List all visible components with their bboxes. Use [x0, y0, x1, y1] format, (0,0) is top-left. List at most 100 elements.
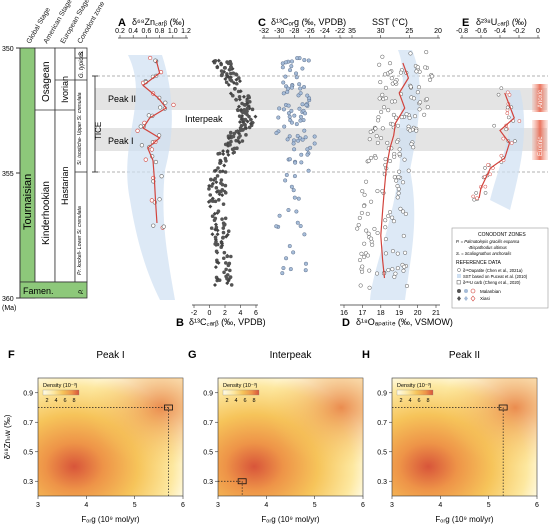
panel-d-point — [387, 159, 393, 164]
panel-c-point — [282, 124, 287, 129]
panel-b-point — [246, 94, 251, 98]
panel-d-point — [395, 266, 400, 271]
panel-d-point — [403, 250, 408, 255]
panel-b-point — [217, 151, 222, 156]
panel-b-point — [234, 73, 239, 77]
panel-c-tick-label: -30 — [274, 28, 284, 35]
panel-d-tick-label: 19 — [395, 310, 403, 317]
panel-d-point — [427, 77, 433, 82]
panel-a-tick-label: 0.8 — [155, 28, 165, 35]
panel-d-point — [408, 51, 413, 56]
panel-b-point — [225, 273, 230, 277]
panel-d-point — [390, 249, 395, 254]
legend-ref-2: SST based on Puceat et al. (2010) — [463, 274, 528, 279]
panel-d-point — [373, 155, 378, 160]
panel-b-point — [208, 198, 213, 203]
panel-d-point — [407, 115, 412, 120]
panel-c-point — [294, 122, 299, 127]
panel-d-point — [383, 85, 388, 90]
panel-c-point — [298, 224, 303, 229]
panel-b-point — [214, 189, 219, 194]
panel-d-tick-label: 16 — [340, 310, 348, 317]
density-x-tick: 4 — [84, 502, 88, 509]
annotation-interpeak: Interpeak — [185, 114, 223, 124]
panel-d-point — [392, 99, 397, 104]
panel-e-point — [474, 191, 479, 195]
panel-d-point — [416, 85, 422, 90]
density-y-tick: 0.7 — [203, 420, 213, 427]
panel-d-point — [395, 195, 400, 200]
legend-site-marker-1a — [457, 289, 461, 293]
panel-d-point — [401, 268, 406, 273]
panel-c-point — [289, 184, 294, 189]
density-y-tick: 0.5 — [377, 449, 387, 456]
panel-b-point — [230, 93, 235, 98]
panel-b-point — [239, 107, 244, 112]
panel-c-point — [286, 111, 291, 116]
panel-d-point — [395, 139, 400, 144]
panel-c-point — [281, 107, 286, 112]
panel-sst-title: SST (°C) — [372, 17, 408, 27]
age-axis: 350 355 360 (Ma) — [2, 46, 21, 312]
panel-b-point — [226, 61, 231, 66]
density-marker — [498, 404, 508, 411]
panel-c-point — [298, 86, 303, 91]
density-legend-tick: 2 — [45, 398, 48, 404]
panel-b-point — [243, 117, 248, 122]
panel-c-point — [287, 157, 292, 162]
panel-e-point — [483, 184, 488, 189]
panel-d-point — [375, 140, 380, 145]
panel-a-point — [139, 143, 144, 148]
panel-c-point — [300, 102, 305, 107]
panel-b-point — [207, 187, 211, 191]
density-x-tick: 6 — [535, 502, 539, 509]
annotation-anoxic: Anoxic — [538, 90, 544, 108]
panel-d-point — [375, 230, 380, 236]
panel-d-tick-label: 21 — [432, 310, 440, 317]
panel-sst-ticks: 35 30 25 20 — [348, 28, 442, 38]
panel-d-point — [390, 215, 395, 220]
density-x-tick: 5 — [133, 502, 137, 509]
panel-e-point — [488, 172, 492, 177]
panel-d-point — [383, 96, 388, 101]
stage-ivorian: Ivorian — [60, 76, 70, 103]
panel-d-point — [382, 72, 388, 77]
panel-e-point — [499, 153, 504, 158]
panel-b-point — [237, 94, 242, 99]
panel-d-point — [362, 255, 367, 260]
panel-d-point — [409, 142, 414, 147]
panel-b-ticks: -2 0 2 4 6 — [191, 305, 258, 317]
panel-d-point — [355, 226, 360, 231]
panel-a-point — [138, 124, 143, 129]
panel-d-point — [402, 264, 407, 269]
panel-e-point — [483, 191, 488, 195]
panel-b-point — [229, 71, 233, 76]
panel-b-point — [213, 235, 218, 240]
panel-e-point — [499, 86, 504, 91]
panel-a-point — [143, 157, 148, 162]
panel-b-label: B — [176, 317, 184, 329]
panel-d-point — [370, 242, 375, 247]
panel-b-point — [214, 249, 219, 254]
panel-d-point — [411, 96, 417, 101]
panel-b-point — [215, 174, 220, 178]
annotation-peak1: Peak I — [108, 136, 134, 146]
zone-si: Si. isosticha- Upper Si. crenulata — [77, 92, 83, 165]
panel-b-point — [210, 232, 215, 237]
panel-b-point — [211, 59, 216, 64]
panel-b-point — [219, 189, 223, 194]
panel-c-tick-label: -26 — [305, 28, 315, 35]
density-field-overlay — [38, 378, 183, 496]
density-legend-title: Density (10⁻³) — [397, 383, 432, 389]
panel-b-point — [234, 129, 239, 134]
density-legend-tick: 6 — [243, 398, 246, 404]
panel-b-point — [239, 123, 244, 128]
panel-b-point — [237, 79, 242, 84]
panel-d-point — [403, 211, 408, 216]
panel-d-point — [392, 175, 397, 180]
panel-b-point — [218, 61, 223, 66]
panel-b-point — [239, 117, 244, 122]
panel-sst-tick-label: 35 — [348, 28, 356, 35]
panel-b-point — [223, 191, 228, 195]
panel-a-ticks: 0.2 0.4 0.6 0.8 1.0 1.2 — [115, 28, 191, 38]
